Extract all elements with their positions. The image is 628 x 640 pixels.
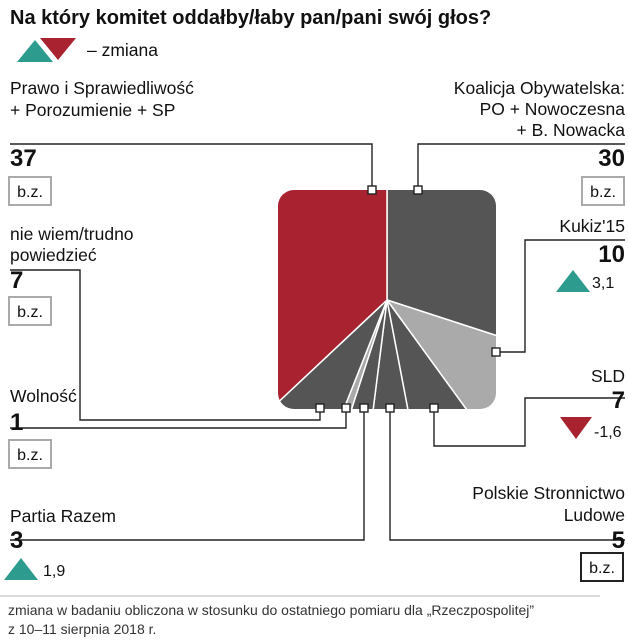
up-triangle-icon xyxy=(556,270,590,292)
leader-line-niewiem xyxy=(10,269,321,421)
value-label: 37 xyxy=(10,145,37,172)
anchor-marker xyxy=(413,185,423,195)
anchor-marker xyxy=(315,403,325,413)
leader-line-kukiz xyxy=(496,239,625,353)
no-change-box xyxy=(8,176,52,206)
series-name-line: SLD xyxy=(591,366,625,386)
value-label: 1 xyxy=(10,409,23,436)
no-change-label: b.z. xyxy=(17,304,43,321)
label-niewiem: nie wiem/trudno powiedzieć 7 b.z. xyxy=(8,224,134,326)
up-triangle-icon xyxy=(17,40,53,62)
change-label: -1,6 xyxy=(594,424,622,441)
series-name-line: powiedzieć xyxy=(10,245,97,265)
leader-line-razem xyxy=(10,408,365,541)
leader-line-ko xyxy=(417,143,625,190)
label-sld: SLD 7 -1,6 xyxy=(560,366,625,441)
label-wolnosc: Wolność 1 b.z. xyxy=(8,386,77,469)
up-triangle-icon xyxy=(4,558,38,580)
pie-slice-6 xyxy=(278,299,388,409)
label-psl: Polskie Stronnictwo Ludowe 5 b.z. xyxy=(472,483,625,582)
series-name-line: Koalicja Obywatelska: xyxy=(454,78,625,98)
down-triangle-icon xyxy=(560,417,592,439)
no-change-box xyxy=(8,296,52,326)
no-change-label: b.z. xyxy=(17,447,43,464)
series-name-line: Prawo i Sprawiedliwość xyxy=(10,78,194,98)
no-change-label: b.z. xyxy=(17,184,43,201)
anchor-marker xyxy=(385,403,395,413)
legend: – zmiana xyxy=(17,38,158,62)
series-name-line: Wolność xyxy=(10,386,77,406)
series-name-line: + B. Nowacka xyxy=(517,120,626,140)
no-change-box xyxy=(8,439,52,469)
value-label: 7 xyxy=(612,387,625,414)
pie-slice-2 xyxy=(386,299,496,409)
label-ko: Koalicja Obywatelska: PO + Nowoczesna + … xyxy=(454,78,626,206)
label-pis: Prawo i Sprawiedliwość + Porozumienie + … xyxy=(8,78,194,206)
anchor-marker xyxy=(429,403,439,413)
leader-line-psl xyxy=(389,408,625,541)
anchor-marker xyxy=(341,403,351,413)
leader-lines xyxy=(10,143,625,541)
leader-line-sld xyxy=(433,397,625,447)
chart-title: Na który komitet oddałby/łaby pan/pani s… xyxy=(10,7,491,29)
series-name-line: nie wiem/trudno xyxy=(10,224,134,244)
anchor-marker xyxy=(359,403,369,413)
value-label: 30 xyxy=(598,145,625,172)
leader-line-pis xyxy=(10,143,373,190)
anchor-marker xyxy=(367,185,377,195)
no-change-box xyxy=(580,552,624,582)
change-label: 3,1 xyxy=(592,275,614,292)
value-label: 5 xyxy=(612,527,625,554)
pie-slice-1 xyxy=(385,298,496,409)
leader-line-wolnosc xyxy=(10,408,347,429)
label-razem: Partia Razem 3 1,9 xyxy=(4,506,116,580)
footnote-line: z 10–11 sierpnia 2018 r. xyxy=(8,621,156,637)
change-label: 1,9 xyxy=(43,563,65,580)
series-name-line: PO + Nowoczesna xyxy=(480,99,626,119)
footnote-line: zmiana w badaniu obliczona w stosunku do… xyxy=(8,602,534,618)
series-name-line: Ludowe xyxy=(564,505,625,525)
anchor-marker xyxy=(491,347,501,357)
series-name-line: + Porozumienie + SP xyxy=(10,100,175,120)
pie-slice-0 xyxy=(386,190,496,369)
series-name-line: Polskie Stronnictwo xyxy=(472,483,625,503)
no-change-label: b.z. xyxy=(589,560,615,577)
value-label: 3 xyxy=(10,527,23,554)
value-label: 7 xyxy=(10,267,23,294)
down-triangle-icon xyxy=(40,38,76,60)
pie xyxy=(278,190,496,409)
no-change-box xyxy=(581,176,625,206)
value-label: 10 xyxy=(598,241,625,268)
series-name-line: Kukiz'15 xyxy=(559,216,625,236)
no-change-label: b.z. xyxy=(590,184,616,201)
label-kukiz: Kukiz'15 10 3,1 xyxy=(556,216,625,292)
legend-label: – zmiana xyxy=(87,40,158,60)
series-name-line: Partia Razem xyxy=(10,506,116,526)
